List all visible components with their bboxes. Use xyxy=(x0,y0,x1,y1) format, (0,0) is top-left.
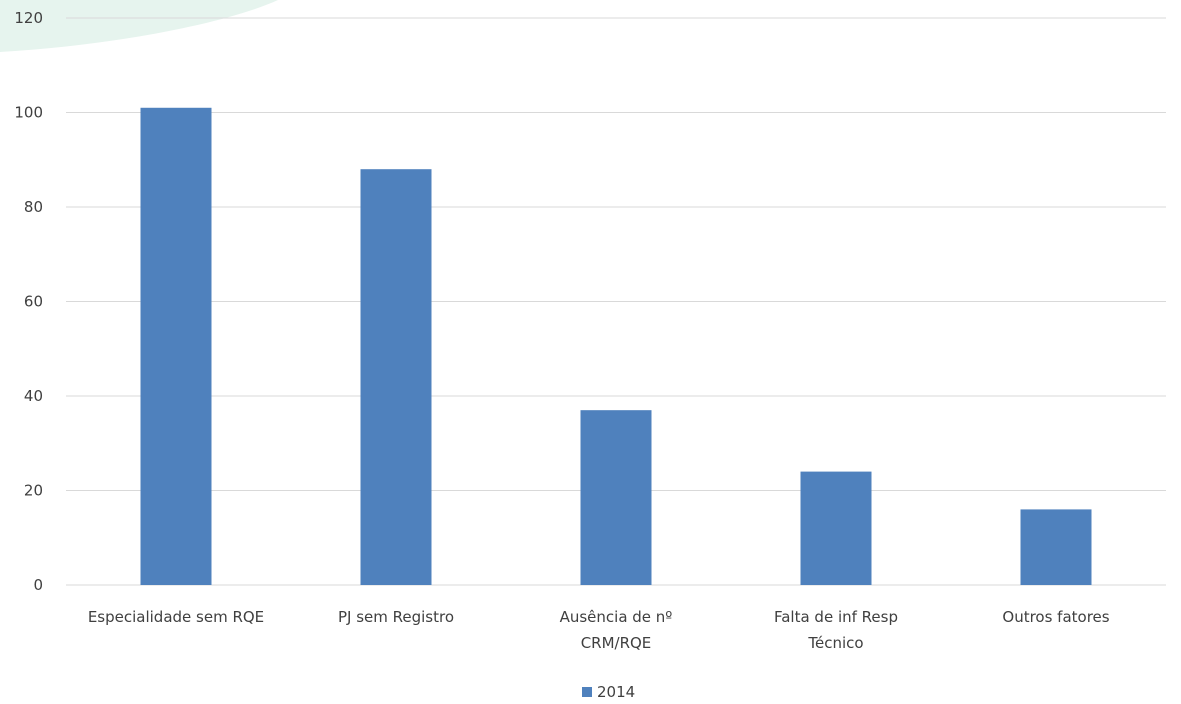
legend: 2014 xyxy=(582,683,635,701)
decorative-background-shape xyxy=(0,0,278,52)
x-category-label: Especialidade sem RQE xyxy=(88,608,264,626)
x-category-label: CRM/RQE xyxy=(581,634,652,652)
x-category-label: Outros fatores xyxy=(1002,608,1109,626)
y-tick-label: 40 xyxy=(24,387,43,405)
x-category-label: Técnico xyxy=(807,634,863,652)
x-category-label: Falta de inf Resp xyxy=(774,608,898,626)
y-tick-label: 120 xyxy=(14,9,43,27)
y-tick-label: 20 xyxy=(24,482,43,500)
bar xyxy=(140,107,212,586)
y-axis-ticks: 0 20 40 60 80 100 120 xyxy=(14,9,43,594)
y-tick-label: 80 xyxy=(24,198,43,216)
y-tick-label: 60 xyxy=(24,293,43,311)
y-tick-label: 100 xyxy=(14,104,43,122)
x-category-label: Ausência de nº xyxy=(560,608,673,626)
bar xyxy=(1020,509,1092,585)
x-axis-categories: Especialidade sem RQE PJ sem Registro Ausê… xyxy=(88,608,1110,652)
bar xyxy=(360,169,432,585)
bars xyxy=(140,107,1092,586)
gridlines xyxy=(66,17,1166,586)
y-tick-label: 0 xyxy=(33,576,43,594)
legend-label: 2014 xyxy=(597,683,635,701)
x-category-label: PJ sem Registro xyxy=(338,608,454,626)
bar xyxy=(800,471,872,585)
bar xyxy=(580,410,652,585)
legend-swatch xyxy=(582,687,592,697)
